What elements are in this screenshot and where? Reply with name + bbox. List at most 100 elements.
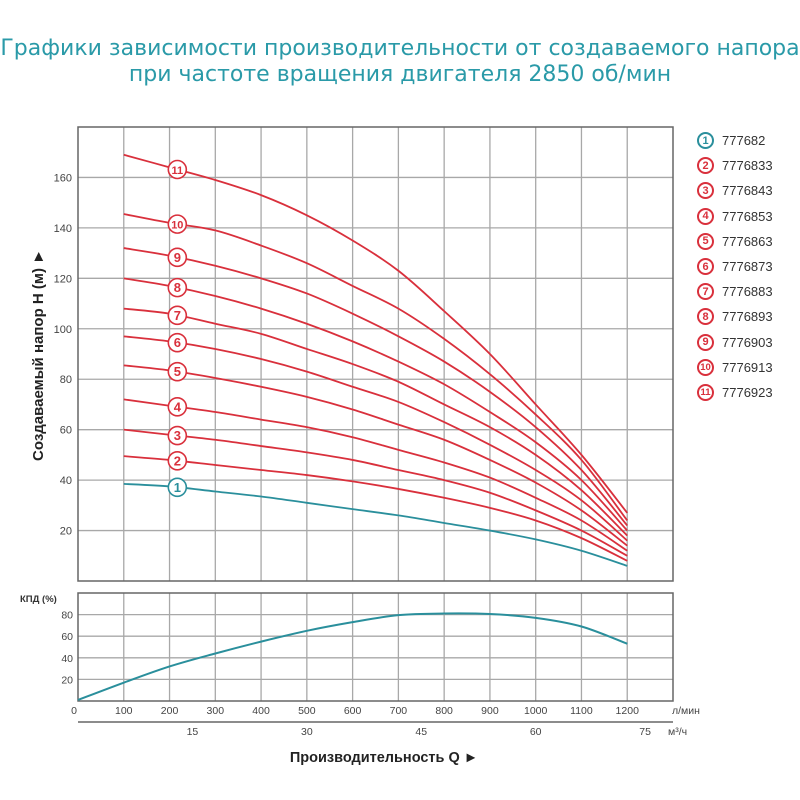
head-curve-6 (123, 335, 628, 542)
curve-marker-8: 8 (167, 277, 188, 298)
legend-item: 8 7776893 (697, 304, 773, 329)
y-tick-label: 20 (61, 674, 73, 686)
curve-marker-label: 1 (174, 480, 181, 495)
x-tick-label: 700 (390, 705, 408, 717)
legend-code: 7776853 (722, 208, 773, 224)
x-tick-label: 900 (481, 705, 499, 717)
head-curve-5 (123, 364, 628, 547)
head-curve-11 (123, 153, 628, 514)
x-tick-label: 800 (435, 705, 453, 717)
x-tick-label: 500 (298, 705, 316, 717)
x-tick-label: 200 (161, 705, 179, 717)
legend-code: 7776873 (722, 259, 773, 275)
legend-number-badge: 5 (697, 232, 714, 250)
legend-item: 6 7776873 (697, 254, 773, 279)
legend: 1 777682 2 7776833 3 7776843 4 7776853 5 7776863 6… (697, 128, 773, 405)
head-curve-1 (123, 482, 628, 567)
head-curve-3 (123, 428, 628, 557)
legend-item: 3 7776843 (697, 178, 773, 203)
curve-marker-circle (167, 477, 188, 498)
curve-marker-label: 2 (174, 453, 181, 468)
x-tick-label: 1100 (570, 705, 593, 717)
legend-code: 7776863 (722, 233, 773, 249)
y-tick-label: 60 (61, 631, 73, 643)
curve-marker-circle (167, 450, 188, 471)
y-tick-label: 80 (60, 374, 72, 386)
legend-item: 4 7776853 (697, 204, 773, 229)
legend-number-badge: 10 (697, 358, 714, 376)
x-tick-label: 1000 (524, 705, 548, 717)
legend-number-badge: 3 (697, 182, 714, 200)
x-tick-label: 100 (115, 705, 133, 717)
x2-tick-label: 60 (530, 726, 542, 738)
x-tick-label: 300 (207, 705, 225, 717)
chart-title-line1: Графики зависимости производительности о… (0, 36, 800, 61)
head-curve-4 (123, 398, 628, 552)
curve-marker-circle (167, 277, 188, 298)
legend-code: 7776903 (722, 334, 773, 350)
y-tick-label: 40 (61, 653, 73, 665)
curve-marker-2: 2 (167, 450, 188, 471)
legend-number-badge: 11 (697, 383, 714, 401)
x2-tick-label: 15 (187, 726, 199, 738)
legend-item: 7 7776883 (697, 279, 773, 304)
y-tick-label: 20 (60, 526, 72, 538)
y-tick-label: 120 (54, 273, 72, 285)
efficiency-axis-label: КПД (%) (20, 594, 57, 605)
legend-code: 7776913 (722, 359, 773, 375)
curve-marker-label: 6 (174, 335, 181, 350)
curve-marker-4: 4 (167, 396, 188, 417)
legend-code: 7776833 (722, 158, 773, 174)
x2-tick-label: 45 (415, 726, 427, 738)
curve-marker-circle (167, 361, 188, 382)
x-unit-label: л/мин (672, 705, 700, 717)
legend-number-badge: 2 (697, 157, 714, 175)
x2-tick-label: 30 (301, 726, 313, 738)
legend-item: 2 7776833 (697, 153, 773, 178)
curve-marker-9: 9 (167, 247, 188, 268)
legend-number-badge: 7 (697, 283, 714, 301)
curve-marker-label: 9 (174, 250, 181, 265)
curve-marker-circle (167, 247, 188, 268)
curve-marker-circle (167, 332, 188, 353)
curve-marker-circle (167, 159, 188, 180)
curve-marker-7: 7 (167, 305, 188, 326)
head-curve-2 (123, 455, 628, 562)
plot-frame (77, 126, 674, 582)
legend-number-badge: 6 (697, 258, 714, 276)
curve-marker-10: 10 (167, 214, 188, 234)
legend-item: 10 7776913 (697, 355, 773, 380)
y-tick-label: 80 (61, 610, 73, 622)
legend-item: 5 7776863 (697, 229, 773, 254)
chart-title-line2: при частоте вращения двигателя 2850 об/м… (128, 62, 672, 87)
curve-marker-label: 11 (171, 165, 183, 177)
plot-frame (77, 592, 674, 702)
curve-marker-1: 1 (167, 477, 188, 498)
head-curve-7 (123, 307, 628, 537)
legend-number-badge: 9 (697, 333, 714, 351)
efficiency-curve (77, 612, 628, 701)
legend-number-badge: 8 (697, 308, 714, 326)
x2-tick-label: 75 (639, 726, 651, 738)
head-curve-10 (123, 213, 628, 522)
y-axis-label: Создаваемый напор H (м) ► (30, 249, 47, 461)
curve-marker-circle (167, 214, 188, 234)
curve-marker-label: 10 (171, 220, 183, 232)
x-tick-label: 1200 (616, 705, 640, 717)
curve-marker-label: 5 (174, 364, 181, 379)
legend-item: 9 7776903 (697, 330, 773, 355)
legend-number-badge: 4 (697, 207, 714, 225)
curve-marker-11: 11 (167, 159, 188, 180)
y-tick-label: 140 (54, 223, 72, 235)
curve-marker-5: 5 (167, 361, 188, 382)
y-tick-label: 60 (60, 425, 72, 437)
head-curve-9 (123, 247, 628, 527)
curve-marker-label: 8 (174, 280, 181, 295)
x-tick-label: 600 (344, 705, 362, 717)
curve-marker-label: 3 (174, 428, 181, 443)
legend-item: 1 777682 (697, 128, 773, 153)
curve-marker-label: 7 (174, 308, 181, 323)
y-tick-label: 40 (60, 475, 72, 487)
legend-item: 11 7776923 (697, 380, 773, 405)
